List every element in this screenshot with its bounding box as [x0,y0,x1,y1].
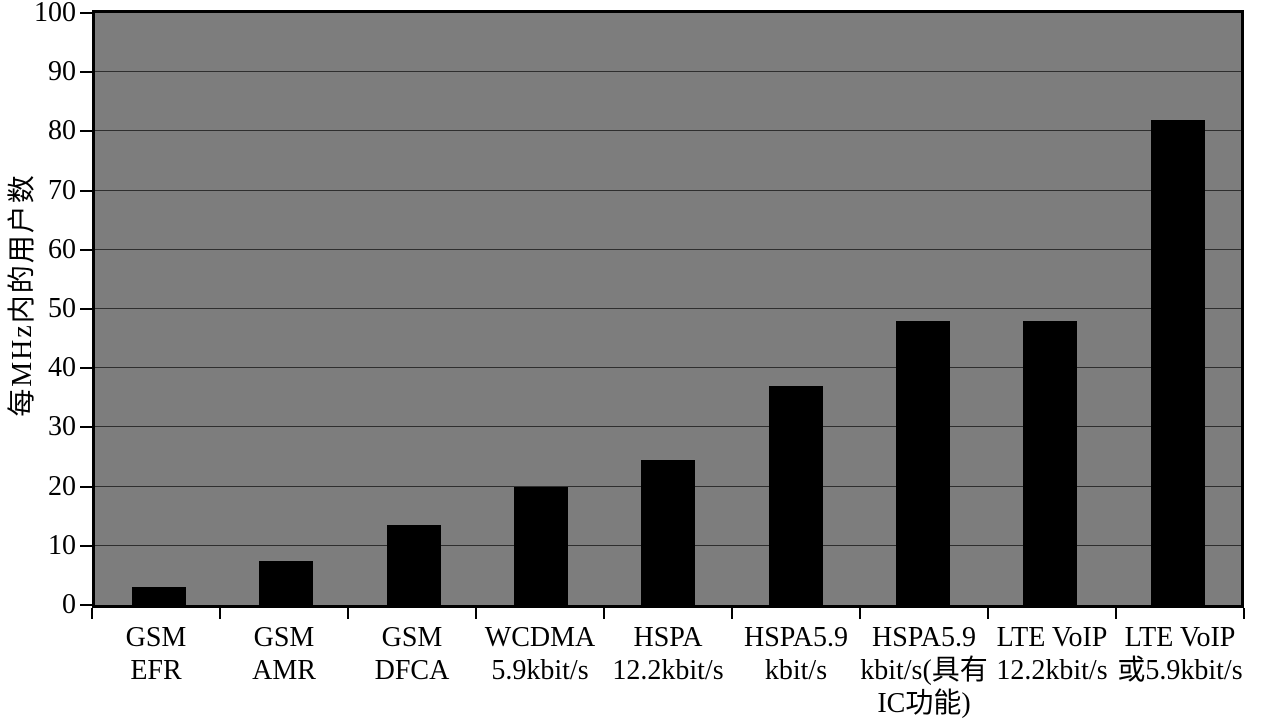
y-tick-label: 40 [48,352,76,383]
y-tick-label: 70 [48,175,76,206]
x-category-label: HSPA 12.2kbit/s [538,621,798,687]
plot-area [92,10,1244,608]
x-category-label: GSM AMR [154,621,414,687]
y-tick-label: 0 [62,589,76,620]
x-tick-mark [859,608,861,619]
y-tick-label: 50 [48,293,76,324]
bar [641,460,695,605]
bar [259,561,313,605]
bar [896,321,950,605]
y-tick-mark [80,545,92,547]
y-tick-mark [80,249,92,251]
x-category-label-line: 12.2kbit/s [612,655,724,686]
x-category-label-line: LTE VoIP [996,622,1108,653]
gridline [95,367,1241,369]
x-tick-mark [603,608,605,619]
gridline [95,308,1241,309]
bar [132,587,186,605]
x-category-label-line: DFCA [374,655,450,686]
y-tick-mark [80,308,92,310]
bar [1151,120,1205,605]
y-tick-label: 20 [48,471,76,502]
x-category-label-line: HSPA [633,622,703,653]
bar [514,487,568,605]
x-category-label-line: 或5.9kbit/s [1117,655,1243,686]
y-tick-mark [80,190,92,192]
x-category-label-line: HSPA5.9 [871,622,976,653]
gridline [95,130,1241,132]
x-category-label-line: 12.2kbit/s [996,655,1108,686]
y-tick-label: 30 [48,411,76,442]
y-tick-mark [80,12,92,14]
y-tick-label: 80 [48,115,76,146]
x-tick-mark [347,608,349,619]
x-category-label: LTE VoIP 或5.9kbit/s [1050,621,1277,687]
y-tick-mark [80,367,92,369]
x-category-label-line: 5.9kbit/s [491,655,589,686]
x-category-label-line: GSM [253,622,315,653]
gridline [95,248,1241,250]
x-category-label-line: GSM [381,622,443,653]
gridline [95,71,1241,73]
bar [769,386,823,605]
x-tick-mark [1115,608,1117,619]
x-category-label-line: GSM [125,622,187,653]
x-category-label-line: kbit/s(具有 [860,655,988,686]
x-category-label: WCDMA 5.9kbit/s [410,621,670,687]
bar [1023,321,1077,605]
x-category-label-line: EFR [130,655,182,686]
gridline [95,189,1241,191]
x-category-label-line: AMR [252,655,316,686]
y-tick-label: 100 [34,0,76,28]
y-tick-mark [80,604,92,606]
x-category-label-line: LTE VoIP [1124,622,1236,653]
x-tick-mark [1243,608,1245,619]
bar [387,525,441,605]
y-tick-label: 10 [48,530,76,561]
x-category-label: GSM EFR [26,621,286,687]
x-category-label: LTE VoIP 12.2kbit/s [922,621,1182,687]
y-tick-mark [80,486,92,488]
y-tick-label: 60 [48,234,76,265]
gridline [95,426,1241,428]
x-tick-mark [475,608,477,619]
x-category-label: HSPA5.9 kbit/s [666,621,926,687]
x-category-label-line: HSPA5.9 [743,622,848,653]
y-tick-mark [80,71,92,73]
x-tick-mark [731,608,733,619]
x-category-label-line: kbit/s [764,655,828,686]
x-category-label: HSPA5.9 kbit/s(具有 IC功能) [794,621,1054,720]
y-tick-mark [80,426,92,428]
x-category-label-line: IC功能) [877,688,971,719]
y-tick-mark [80,130,92,132]
y-tick-label: 90 [48,56,76,87]
x-tick-mark [91,608,93,619]
x-category-label-line: WCDMA [484,622,596,653]
x-tick-mark [987,608,989,619]
x-tick-mark [219,608,221,619]
x-category-label: GSM DFCA [282,621,542,687]
